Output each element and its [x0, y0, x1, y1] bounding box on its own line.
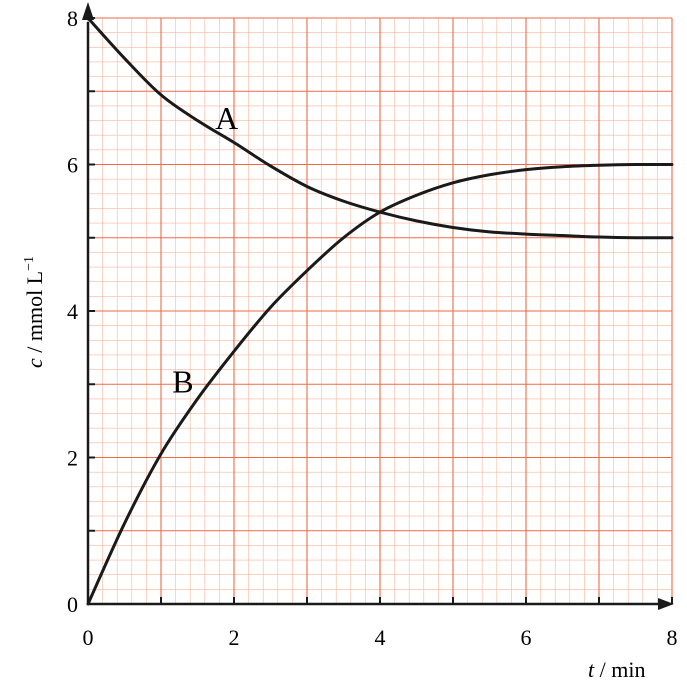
y-axis-title: c / mmol L−1: [22, 256, 47, 368]
y-tick-label: 0: [67, 592, 78, 617]
curve-label-a: A: [215, 100, 238, 136]
y-tick-label: 8: [67, 6, 78, 31]
y-axis-title-group: c / mmol L−1: [22, 256, 47, 368]
x-axis-title: t / min: [588, 657, 645, 682]
x-tick-label: 8: [667, 625, 678, 650]
y-tick-label: 2: [67, 446, 78, 471]
y-tick-label: 6: [67, 153, 78, 178]
x-tick-label: 4: [375, 625, 386, 650]
y-axis-arrow: [82, 2, 94, 20]
x-tick-label: 6: [521, 625, 532, 650]
series: [86, 16, 674, 606]
x-tick-label: 2: [229, 625, 240, 650]
curve-labels: AB: [172, 100, 238, 400]
series-line-b: [86, 162, 674, 606]
axes: [82, 2, 674, 610]
x-tick-label: 0: [83, 625, 94, 650]
tick-labels: 0 2 4 6 8 0 2 4 6 8: [67, 6, 678, 650]
curve-label-b: B: [172, 364, 193, 400]
grid: [87, 17, 673, 605]
x-axis-arrow: [658, 598, 674, 610]
y-tick-label: 4: [67, 299, 78, 324]
